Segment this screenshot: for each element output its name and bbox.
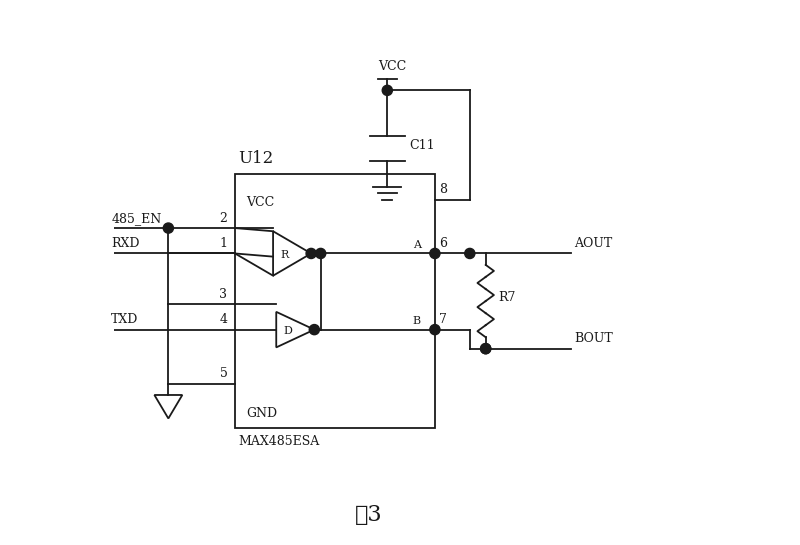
Text: 8: 8 — [438, 183, 446, 196]
Circle shape — [310, 324, 319, 335]
Circle shape — [481, 343, 490, 354]
Text: 5: 5 — [219, 367, 227, 380]
Circle shape — [382, 85, 392, 95]
Text: GND: GND — [246, 407, 278, 420]
Text: 4: 4 — [219, 313, 227, 326]
Text: 1: 1 — [219, 237, 227, 250]
Circle shape — [163, 223, 174, 233]
Text: R: R — [281, 250, 289, 260]
Text: D: D — [284, 326, 293, 336]
Circle shape — [315, 249, 326, 258]
Circle shape — [430, 324, 440, 335]
Text: R7: R7 — [498, 291, 516, 304]
Text: 图3: 图3 — [354, 504, 382, 526]
Circle shape — [430, 249, 440, 258]
Text: VCC: VCC — [246, 196, 274, 209]
Circle shape — [465, 249, 475, 258]
Bar — [235, 174, 435, 428]
Circle shape — [306, 249, 316, 258]
Text: 6: 6 — [438, 237, 446, 250]
Text: VCC: VCC — [378, 59, 406, 72]
Text: B: B — [413, 317, 421, 326]
Text: RXD: RXD — [111, 237, 140, 250]
Circle shape — [481, 343, 490, 354]
Text: MAX485ESA: MAX485ESA — [238, 435, 319, 449]
Text: 2: 2 — [219, 212, 227, 225]
Text: U12: U12 — [238, 149, 274, 167]
Text: A: A — [413, 240, 421, 250]
Text: C11: C11 — [410, 139, 435, 152]
Text: BOUT: BOUT — [574, 332, 614, 346]
Text: 485_EN: 485_EN — [111, 212, 162, 225]
Text: 3: 3 — [219, 288, 227, 301]
Text: TXD: TXD — [111, 313, 138, 326]
Text: AOUT: AOUT — [574, 237, 613, 250]
Text: 7: 7 — [438, 313, 446, 326]
